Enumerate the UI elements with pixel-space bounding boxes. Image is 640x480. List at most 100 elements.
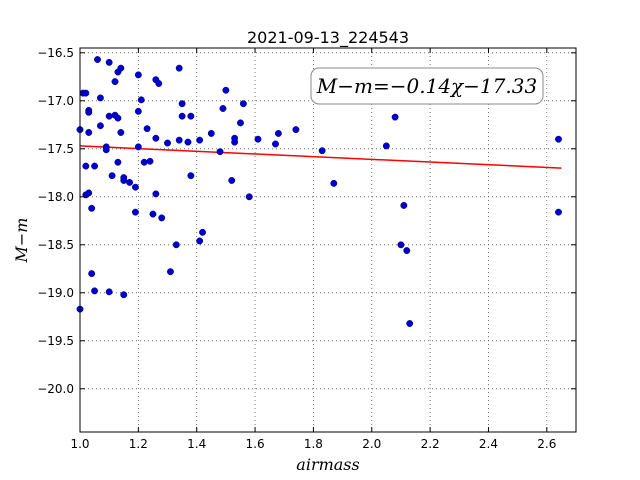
data-point — [126, 178, 134, 186]
data-point — [219, 105, 227, 112]
data-point — [403, 247, 411, 255]
data-point — [131, 183, 139, 191]
x-tick-label: 2.4 — [479, 437, 498, 451]
data-point — [96, 94, 104, 102]
data-point — [105, 288, 113, 296]
data-point — [140, 158, 148, 166]
data-point — [149, 210, 157, 218]
data-point — [134, 71, 142, 79]
data-point — [330, 179, 338, 187]
data-point — [207, 129, 215, 137]
data-point — [382, 142, 390, 150]
data-point — [222, 86, 230, 94]
data-point — [96, 122, 104, 130]
data-point — [555, 135, 562, 143]
data-point — [120, 291, 128, 299]
data-point — [94, 56, 101, 63]
data-point — [184, 138, 192, 146]
data-point — [114, 158, 122, 166]
axis-ticks: 1.0 1.2 1.4 1.6 1.8 2.0 2.2 2.4 2.6 −16.5 −17.0 −17… — [37, 46, 576, 451]
y-tick-label: −17.5 — [37, 142, 74, 156]
data-point — [166, 268, 174, 276]
data-point — [105, 112, 113, 120]
grid-lines — [79, 48, 576, 432]
data-point — [400, 201, 408, 209]
x-tick-label: 1.6 — [246, 437, 265, 451]
data-point — [117, 64, 125, 72]
data-point — [158, 214, 166, 222]
data-point — [88, 270, 96, 278]
x-tick-label: 2.0 — [362, 437, 381, 451]
y-tick-label: −16.5 — [37, 46, 74, 60]
x-tick-label: 2.6 — [537, 437, 556, 451]
y-tick-label: −19.5 — [37, 334, 74, 348]
y-tick-label: −19.0 — [37, 286, 74, 300]
data-point — [196, 136, 204, 144]
data-point — [175, 136, 183, 144]
fit-annotation: M−m=−0.14χ−17.33 — [310, 67, 544, 105]
data-point — [397, 241, 405, 249]
data-point — [134, 143, 142, 151]
x-tick-label: 1.4 — [187, 437, 206, 451]
data-point — [239, 100, 247, 108]
y-tick-label: −17.0 — [37, 94, 74, 108]
data-point — [187, 172, 195, 180]
data-point — [245, 193, 253, 201]
plot-area — [80, 48, 576, 432]
data-point — [108, 172, 116, 180]
data-point — [228, 177, 236, 184]
data-point — [91, 287, 99, 295]
data-point — [152, 190, 160, 198]
data-point — [237, 119, 244, 127]
data-point — [152, 134, 160, 142]
data-point — [85, 108, 93, 116]
data-point — [254, 135, 262, 143]
data-point — [82, 162, 90, 170]
plot-frame — [79, 47, 577, 433]
fit-line-group — [79, 145, 562, 169]
data-point — [105, 58, 113, 66]
y-tick-label: −18.0 — [37, 190, 74, 204]
data-point — [178, 112, 186, 120]
data-point — [318, 147, 326, 155]
data-point — [85, 189, 93, 197]
data-point — [85, 129, 93, 136]
data-point — [178, 100, 186, 108]
x-tick-label: 1.0 — [70, 437, 89, 451]
data-point — [175, 64, 183, 72]
data-point — [164, 139, 171, 147]
data-point — [146, 157, 154, 165]
data-point — [187, 112, 195, 120]
data-point — [391, 113, 399, 121]
data-point — [91, 162, 99, 170]
data-point — [143, 125, 151, 133]
data-points — [76, 56, 562, 327]
data-point — [155, 80, 163, 87]
annotation-box — [310, 67, 544, 105]
data-point — [172, 241, 180, 249]
data-point — [117, 129, 125, 136]
data-point — [102, 146, 110, 154]
data-point — [111, 78, 119, 86]
y-tick-label: −18.5 — [37, 238, 74, 252]
data-point — [555, 208, 562, 216]
x-tick-label: 2.2 — [421, 437, 440, 451]
y-axis-label: M−m — [12, 218, 31, 264]
data-point — [137, 96, 145, 104]
annotation-text: M−m=−0.14χ−17.33 — [316, 74, 537, 98]
data-point — [114, 114, 122, 122]
x-tick-label: 1.2 — [129, 437, 148, 451]
x-tick-label: 1.8 — [304, 437, 323, 451]
data-point — [274, 129, 282, 137]
data-point — [120, 177, 128, 184]
data-point — [406, 320, 414, 327]
data-point — [292, 126, 300, 134]
x-axis-label: airmass — [296, 455, 359, 474]
data-point — [88, 204, 96, 212]
data-point — [134, 107, 142, 115]
data-point — [231, 134, 239, 142]
data-point — [272, 140, 279, 148]
data-point — [216, 148, 224, 156]
chart-title: 2021-09-13_224543 — [247, 28, 409, 48]
